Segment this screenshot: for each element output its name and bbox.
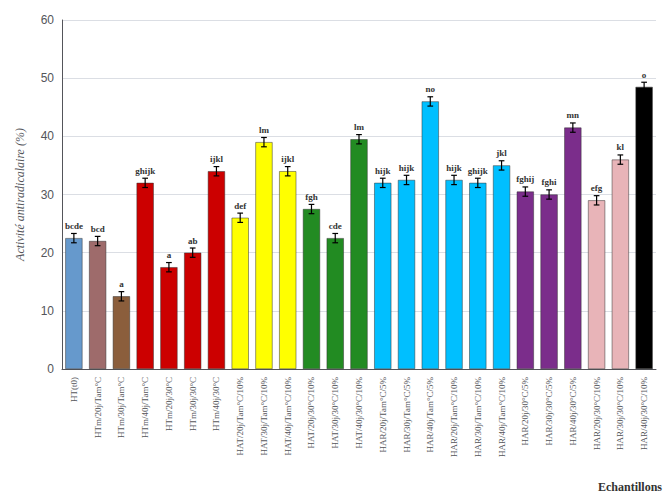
svg-text:HTm/20j/30°C: HTm/20j/30°C	[164, 377, 174, 431]
svg-text:0: 0	[47, 362, 54, 376]
svg-text:HAR/20j/Tam°C/5%: HAR/20j/Tam°C/5%	[378, 376, 388, 452]
svg-text:Activité antiradicalaire (%): Activité antiradicalaire (%)	[13, 128, 27, 262]
svg-text:HAT/20j/30°C/10%: HAT/20j/30°C/10%	[306, 377, 316, 449]
svg-text:ijkl: ijkl	[210, 154, 224, 164]
svg-text:HAR/30j/30°C/5%: HAR/30j/30°C/5%	[544, 377, 554, 446]
svg-text:HTm/30j/Tam°C: HTm/30j/Tam°C	[116, 377, 126, 438]
svg-text:HAR/40j/30°C/10%: HAR/40j/30°C/10%	[639, 377, 649, 451]
svg-text:no: no	[426, 84, 436, 94]
svg-text:HAT/30j/30°C/10%: HAT/30j/30°C/10%	[330, 377, 340, 449]
svg-text:HAR/40j/Tam°C/10%: HAR/40j/Tam°C/10%	[497, 376, 507, 456]
svg-text:Echantillons: Echantillons	[598, 480, 662, 494]
svg-text:HAT/40j/Tam°C/10%: HAT/40j/Tam°C/10%	[283, 377, 293, 456]
svg-text:HAR/20j/Tam°C/10%: HAR/20j/Tam°C/10%	[449, 376, 459, 456]
svg-text:ijkl: ijkl	[281, 154, 295, 164]
svg-text:hijk: hijk	[446, 163, 462, 173]
svg-text:HAT/30j/Tam°C/10%: HAT/30j/Tam°C/10%	[259, 377, 269, 456]
svg-text:efg: efg	[591, 183, 603, 193]
svg-text:HTm/40j/30°C: HTm/40j/30°C	[211, 377, 221, 431]
svg-text:60: 60	[41, 13, 55, 27]
svg-text:hijk: hijk	[375, 166, 391, 176]
svg-text:HAR/40j/Tam°C/5%: HAR/40j/Tam°C/5%	[425, 376, 435, 452]
svg-text:jkl: jkl	[495, 148, 507, 158]
svg-text:kl: kl	[617, 142, 625, 152]
svg-text:HTm/30j/30°C: HTm/30j/30°C	[188, 377, 198, 431]
svg-text:fghij: fghij	[516, 174, 534, 184]
svg-text:ghijk: ghijk	[135, 166, 155, 176]
svg-text:10: 10	[41, 304, 55, 318]
svg-text:bcde: bcde	[65, 221, 83, 231]
svg-text:ghijk: ghijk	[468, 166, 488, 176]
svg-text:fgh: fgh	[305, 192, 318, 202]
svg-text:HAT/20j/Tam°C/10%: HAT/20j/Tam°C/10%	[235, 377, 245, 456]
svg-text:HAR/20j/30°C/10%: HAR/20j/30°C/10%	[592, 377, 602, 451]
svg-text:HAR/30j/Tam°C/5%: HAR/30j/Tam°C/5%	[402, 376, 412, 452]
svg-text:HTm/40j/Tam°C: HTm/40j/Tam°C	[140, 377, 150, 438]
svg-text:fghi: fghi	[542, 177, 558, 187]
svg-text:HT(t0): HT(t0)	[69, 377, 79, 402]
svg-text:50: 50	[41, 71, 55, 85]
svg-text:30: 30	[41, 188, 55, 202]
svg-text:HAT/40j/30°C/10%: HAT/40j/30°C/10%	[354, 377, 364, 449]
svg-text:HAR/30j/Tam°C/10%: HAR/30j/Tam°C/10%	[473, 376, 483, 456]
svg-text:HAR/30j/30°C/10%: HAR/30j/30°C/10%	[615, 377, 625, 451]
svg-text:ab: ab	[188, 236, 198, 246]
svg-text:HTm/20j/Tam°C: HTm/20j/Tam°C	[93, 377, 103, 438]
svg-text:cde: cde	[329, 221, 342, 231]
svg-text:20: 20	[41, 246, 55, 260]
svg-text:bcd: bcd	[91, 224, 105, 234]
svg-text:a: a	[167, 250, 172, 260]
svg-text:lm: lm	[354, 122, 365, 132]
svg-text:lm: lm	[259, 125, 270, 135]
svg-text:o: o	[642, 70, 647, 80]
svg-text:mn: mn	[567, 110, 580, 120]
svg-text:HAR/20j/30°C/5%: HAR/20j/30°C/5%	[520, 377, 530, 446]
svg-text:40: 40	[41, 129, 55, 143]
svg-text:HAR/40j/30°C/5%: HAR/40j/30°C/5%	[568, 377, 578, 446]
svg-text:hijk: hijk	[399, 163, 415, 173]
svg-text:a: a	[119, 279, 124, 289]
svg-text:def: def	[234, 201, 247, 211]
